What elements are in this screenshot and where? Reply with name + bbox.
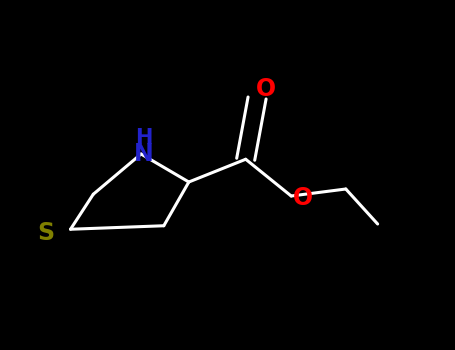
Text: N: N	[133, 142, 153, 166]
Text: H: H	[135, 128, 152, 148]
Text: O: O	[293, 186, 313, 210]
Text: O: O	[256, 77, 276, 101]
Text: S: S	[37, 221, 54, 245]
